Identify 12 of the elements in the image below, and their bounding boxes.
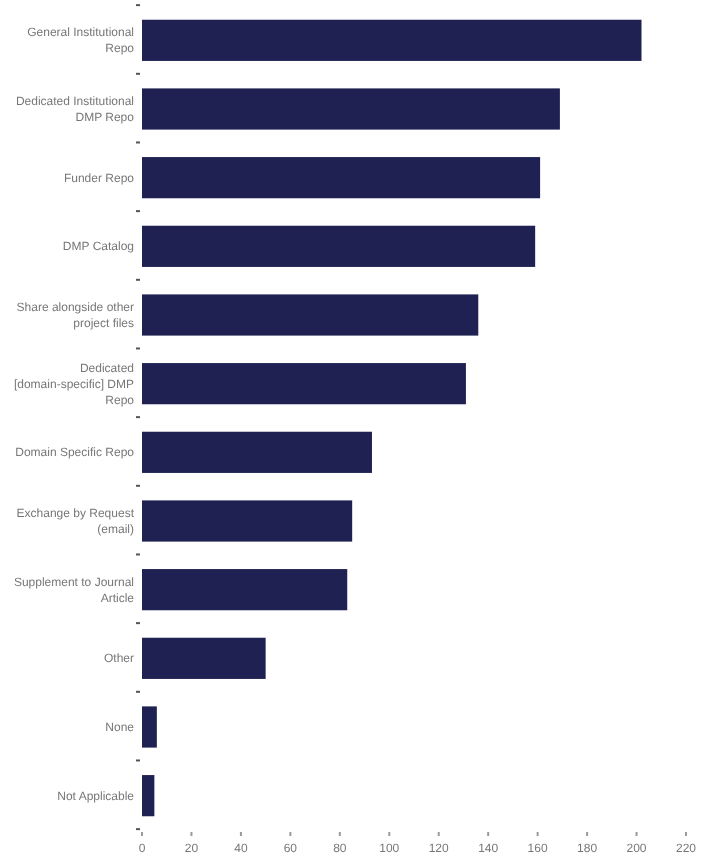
bar [142, 775, 155, 817]
bar [142, 569, 348, 611]
bar [142, 637, 266, 679]
bar [142, 500, 353, 542]
bar [142, 225, 536, 267]
bar [142, 19, 642, 61]
bar [142, 431, 372, 473]
bar [142, 363, 466, 405]
bar [142, 157, 541, 199]
bar [142, 706, 157, 748]
bar [142, 294, 479, 336]
bar [142, 88, 560, 130]
